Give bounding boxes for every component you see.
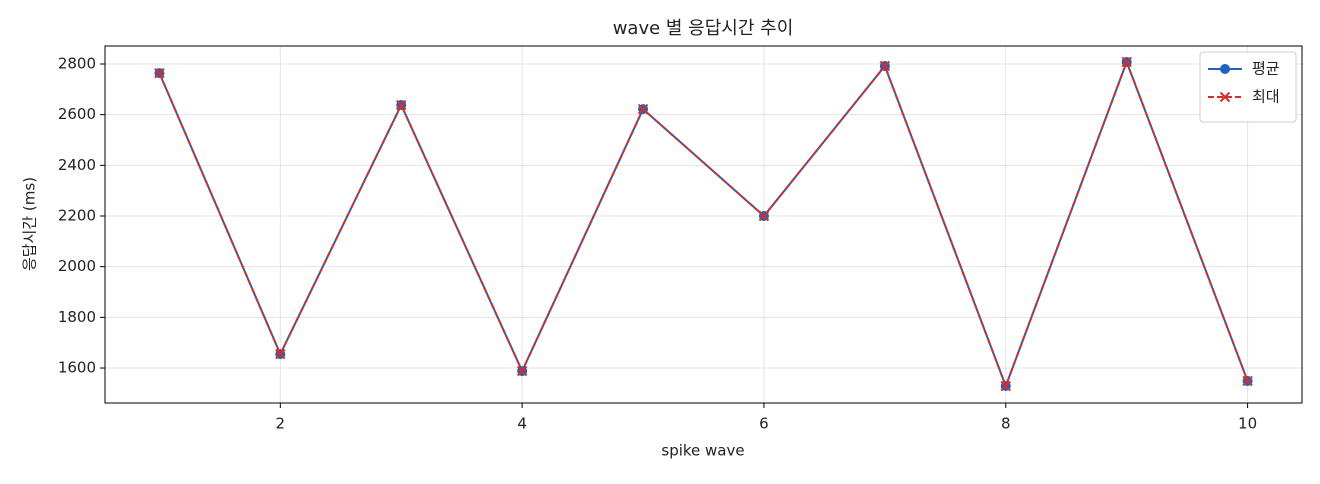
legend-box	[1199, 51, 1297, 123]
x-tick-label: 10	[1238, 415, 1257, 433]
point	[154, 67, 165, 79]
series-line	[158, 59, 1249, 389]
y-tick-label: 2400	[58, 156, 96, 174]
legend-label: 최대	[1252, 88, 1280, 106]
point	[1242, 375, 1253, 387]
y-axis-label: 응답시간 (ms)	[21, 177, 39, 271]
point	[275, 348, 286, 360]
point	[637, 103, 649, 115]
legend-marker	[1220, 64, 1230, 74]
x-tick-label: 8	[1001, 415, 1011, 433]
legend-label: 평균	[1252, 60, 1280, 78]
point	[396, 99, 407, 111]
y-tick-label: 2600	[58, 105, 96, 123]
y-tick-label: 2200	[58, 207, 96, 225]
point	[879, 60, 891, 72]
y-tick-label: 1800	[58, 308, 96, 326]
plot-frame	[104, 45, 1303, 404]
point	[516, 365, 528, 377]
x-axis-label: spike wave	[661, 442, 744, 460]
y-tick-label: 2000	[58, 257, 96, 275]
point	[1121, 56, 1132, 68]
point	[758, 210, 770, 222]
chart-title: wave 별 응답시간 추이	[613, 18, 794, 39]
x-tick-label: 4	[517, 415, 527, 433]
y-tick-label: 2800	[58, 54, 96, 72]
legend-marker	[1219, 91, 1231, 103]
y-tick-label: 1600	[58, 359, 96, 377]
x-tick-label: 2	[276, 415, 286, 433]
point	[1000, 380, 1011, 392]
x-tick-label: 6	[759, 415, 769, 433]
series-line	[158, 59, 1249, 389]
